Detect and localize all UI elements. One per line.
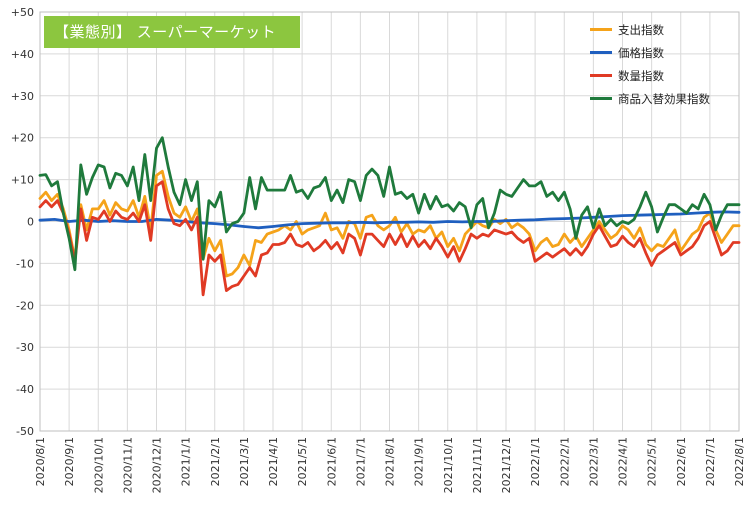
x-tick-label: 2022/6/1 [675, 437, 688, 486]
x-tick-label: 2022/5/1 [646, 437, 659, 486]
y-tick-label: +30 [11, 90, 34, 103]
legend-label-price: 価格指数 [618, 45, 664, 60]
series-line-0 [38, 169, 741, 278]
x-tick-label: 2022/7/1 [704, 437, 717, 486]
legend-swatch-substitution [590, 97, 612, 100]
x-tick-label: 2021/10/1 [442, 437, 455, 493]
x-tick-label: 2020/9/1 [63, 437, 76, 486]
y-tick-label: +40 [11, 48, 34, 61]
x-tick-label: 2022/1/1 [529, 437, 542, 486]
x-tick-label: 2021/1/1 [180, 437, 193, 486]
legend-swatch-quantity [590, 74, 612, 77]
x-tick-label: 2021/7/1 [354, 437, 367, 486]
series-line-2 [38, 180, 741, 297]
x-tick-label: 2021/3/1 [238, 437, 251, 486]
x-tick-label: 2020/12/1 [151, 437, 164, 493]
legend-label-spending: 支出指数 [618, 22, 664, 37]
y-tick-label: -50 [16, 425, 34, 438]
y-tick-label: -40 [16, 383, 34, 396]
legend-label-quantity: 数量指数 [618, 68, 664, 83]
legend-item-quantity: 数量指数 [590, 64, 710, 87]
x-tick-label: 2021/9/1 [413, 437, 426, 486]
x-tick-label: 2021/11/1 [471, 437, 484, 493]
x-tick-label: 2022/2/1 [558, 437, 571, 486]
legend-item-price: 価格指数 [590, 41, 710, 64]
x-axis-ticks: 2020/8/1 2020/9/1 2020/10/1 2020/11/1 2020/1… [34, 437, 745, 493]
legend-item-spending: 支出指数 [590, 18, 710, 41]
x-tick-label: 2020/10/1 [92, 437, 105, 493]
x-tick-label: 2021/8/1 [384, 437, 397, 486]
x-tick-label: 2020/11/1 [121, 437, 134, 493]
x-tick-label: 2021/4/1 [267, 437, 280, 486]
y-tick-label: +50 [11, 6, 34, 19]
y-tick-label: -20 [16, 299, 34, 312]
legend: 支出指数 価格指数 数量指数 商品入替効果指数 [590, 18, 710, 110]
x-tick-label: 2021/12/1 [500, 437, 513, 493]
y-axis-ticks: +50 +40 +30 +20 +10 0 -10 -20 -30 -40 -50 [11, 6, 34, 438]
x-tick-label: 2022/4/1 [617, 437, 630, 486]
legend-label-substitution: 商品入替効果指数 [618, 91, 710, 106]
y-tick-label: -30 [16, 341, 34, 354]
y-tick-label: +10 [11, 174, 34, 187]
x-tick-label: 2021/2/1 [209, 437, 222, 486]
series-line-1 [38, 210, 741, 230]
series-line-3 [38, 136, 741, 272]
legend-swatch-spending [590, 28, 612, 31]
y-tick-label: 0 [27, 216, 34, 229]
y-tick-label: -10 [16, 257, 34, 270]
x-tick-label: 2022/8/1 [733, 437, 745, 486]
x-tick-label: 2021/5/1 [296, 437, 309, 486]
legend-item-substitution: 商品入替効果指数 [590, 87, 710, 110]
y-tick-label: +20 [11, 132, 34, 145]
series-lines [38, 136, 741, 297]
legend-swatch-price [590, 51, 612, 54]
x-tick-label: 2020/8/1 [34, 437, 47, 486]
x-tick-label: 2021/6/1 [325, 437, 338, 486]
x-tick-label: 2022/3/1 [587, 437, 600, 486]
chart-title: 【業態別】 スーパーマーケット [44, 16, 300, 48]
